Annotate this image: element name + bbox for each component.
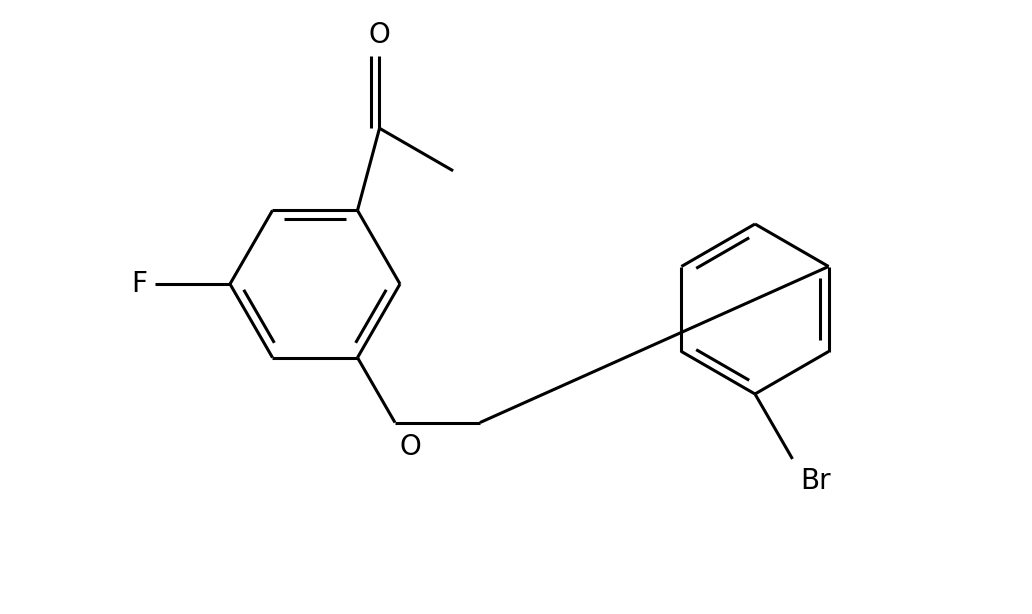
Text: Br: Br [801,467,831,495]
Text: O: O [400,433,422,460]
Text: O: O [368,21,390,49]
Text: F: F [131,270,147,298]
